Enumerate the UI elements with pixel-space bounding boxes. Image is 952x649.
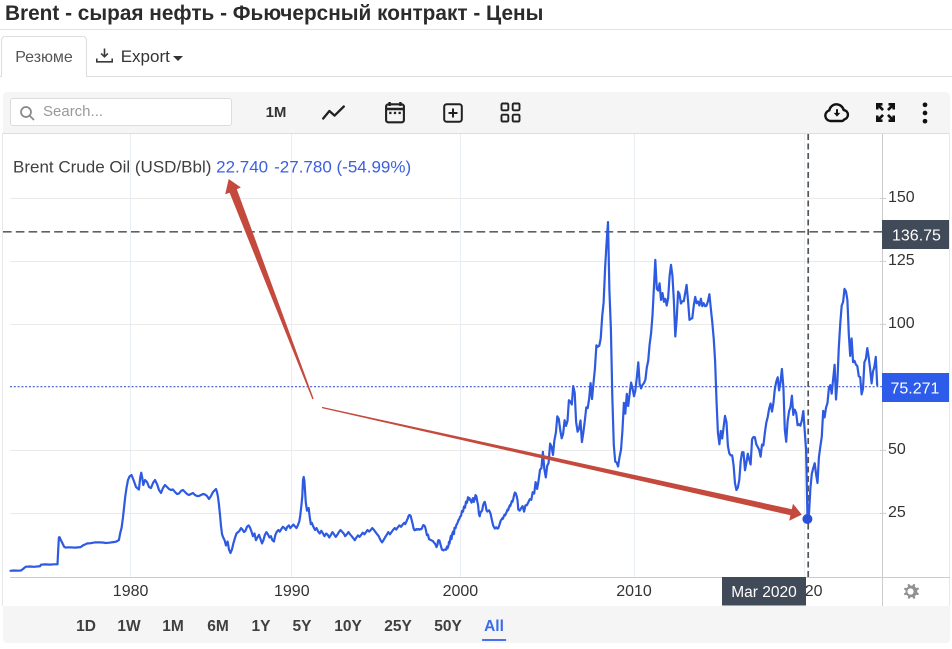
svg-text:150: 150	[888, 189, 915, 206]
svg-text:100: 100	[888, 315, 915, 332]
svg-text:50: 50	[888, 441, 906, 458]
svg-text:Brent Crude Oil (USD/Bbl) 22.7: Brent Crude Oil (USD/Bbl) 22.740 -27.780 …	[13, 158, 411, 177]
svg-text:2010: 2010	[616, 583, 652, 600]
svg-text:1990: 1990	[274, 583, 310, 600]
svg-text:125: 125	[888, 252, 915, 269]
svg-text:136.75: 136.75	[892, 228, 941, 245]
svg-text:25: 25	[888, 504, 906, 521]
svg-text:1980: 1980	[113, 583, 149, 600]
svg-text:Mar 2020: Mar 2020	[731, 584, 797, 601]
svg-text:2000: 2000	[443, 583, 479, 600]
svg-text:75.271: 75.271	[891, 381, 940, 398]
